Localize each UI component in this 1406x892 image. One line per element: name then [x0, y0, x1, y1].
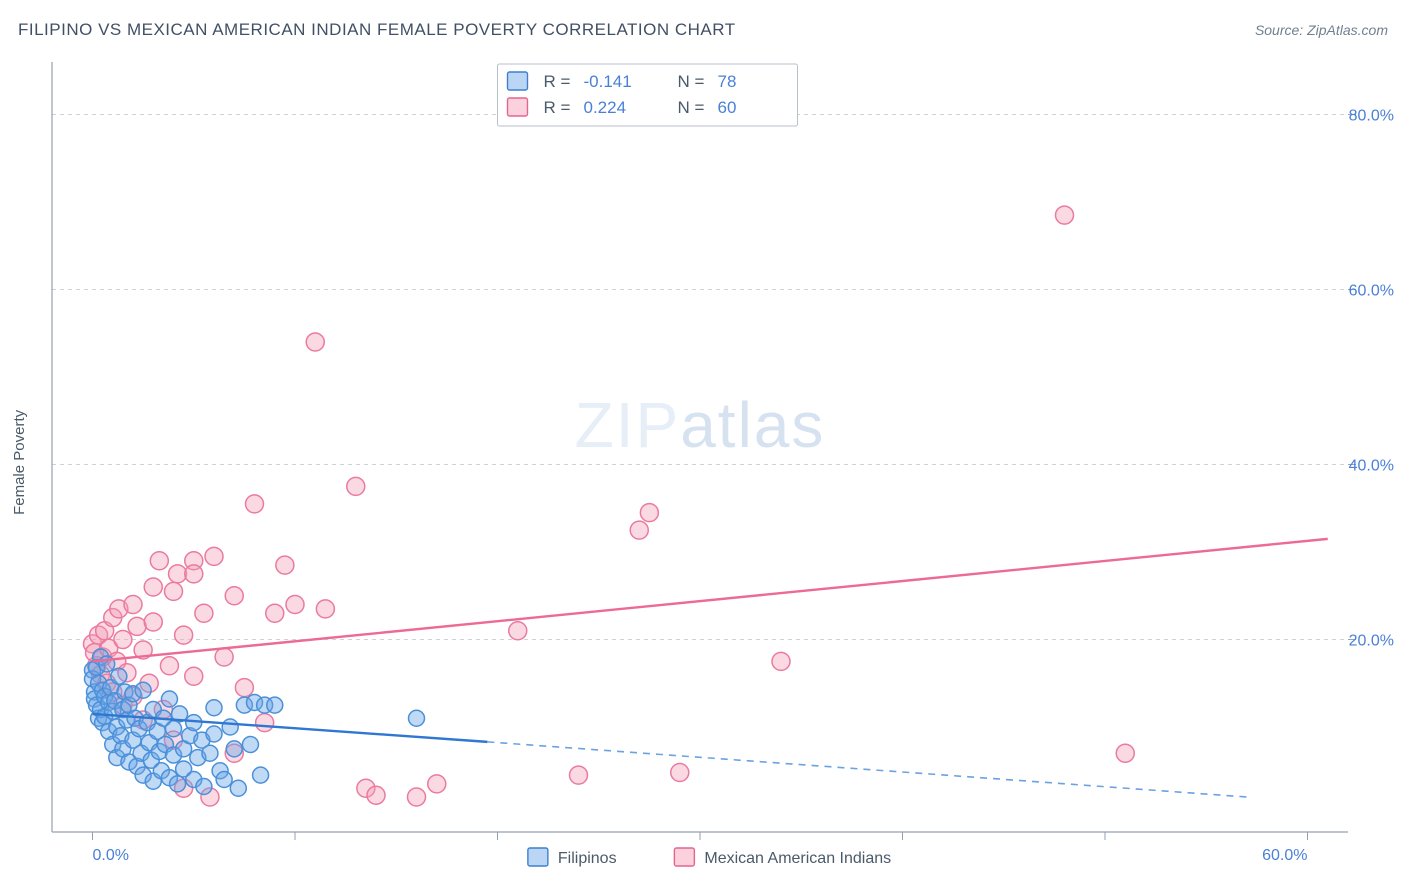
y-tick-label: 80.0% — [1349, 108, 1394, 125]
scatter-point — [169, 565, 187, 583]
scatter-point — [1056, 206, 1074, 224]
scatter-point — [408, 788, 426, 806]
scatter-point — [202, 745, 218, 761]
source-attribution: Source: ZipAtlas.com — [1255, 22, 1388, 38]
legend-r-value: -0.141 — [584, 72, 632, 91]
scatter-point — [128, 617, 146, 635]
legend-r-value: 0.224 — [584, 98, 627, 117]
scatter-point — [235, 679, 253, 697]
scatter-point — [230, 780, 246, 796]
scatter-point — [630, 521, 648, 539]
y-tick-label: 20.0% — [1349, 633, 1394, 650]
scatter-point — [347, 477, 365, 495]
watermark: ZIPatlas — [575, 389, 826, 461]
scatter-point — [266, 604, 284, 622]
source-prefix: Source: — [1255, 22, 1307, 38]
scatter-point — [1116, 744, 1134, 762]
legend-n-value: 60 — [718, 98, 737, 117]
scatter-point — [111, 668, 127, 684]
scatter-point — [195, 604, 213, 622]
scatter-point — [222, 719, 238, 735]
series-label: Mexican American Indians — [704, 850, 891, 867]
scatter-point — [215, 648, 233, 666]
y-axis-label: Female Poverty — [11, 409, 28, 515]
scatter-point — [316, 600, 334, 618]
legend-r-label: R = — [544, 98, 571, 117]
scatter-chart: ZIPatlas 0.0% 60.0% 20.0% 40.0% 60.0% 80.0% Fem… — [0, 54, 1406, 892]
scatter-point — [367, 786, 385, 804]
scatter-point — [570, 766, 588, 784]
scatter-point — [276, 556, 294, 574]
scatter-point — [196, 779, 212, 795]
scatter-point — [226, 741, 242, 757]
scatter-point — [206, 726, 222, 742]
scatter-point — [267, 697, 283, 713]
legend-r-label: R = — [544, 72, 571, 91]
source-name: ZipAtlas.com — [1307, 22, 1388, 38]
scatter-point — [409, 710, 425, 726]
scatter-point — [640, 504, 658, 522]
scatter-point — [206, 700, 222, 716]
scatter-point — [185, 667, 203, 685]
scatter-point — [509, 622, 527, 640]
scatter-point — [170, 776, 186, 792]
legend-n-label: N = — [678, 72, 705, 91]
scatter-point — [150, 552, 168, 570]
series-label: Filipinos — [558, 850, 617, 867]
scatter-point — [253, 767, 269, 783]
legend-swatch — [508, 72, 528, 90]
scatter-point — [166, 721, 182, 737]
scatter-point — [306, 333, 324, 351]
scatter-point — [175, 626, 193, 644]
scatter-point — [216, 772, 232, 788]
scatter-point — [135, 682, 151, 698]
y-tick-label: 60.0% — [1349, 283, 1394, 300]
series-swatch — [528, 848, 548, 866]
scatter-point — [144, 613, 162, 631]
x-tick-label: 0.0% — [93, 847, 129, 864]
scatter-point — [772, 652, 790, 670]
scatter-point — [205, 547, 223, 565]
scatter-point — [165, 582, 183, 600]
legend-swatch — [508, 98, 528, 116]
scatter-point — [428, 775, 446, 793]
scatter-point — [161, 691, 177, 707]
scatter-point — [160, 657, 178, 675]
scatter-point — [246, 495, 264, 513]
y-tick-label: 40.0% — [1349, 458, 1394, 475]
scatter-point — [144, 578, 162, 596]
legend-n-value: 78 — [718, 72, 737, 91]
scatter-point — [124, 596, 142, 614]
chart-title: FILIPINO VS MEXICAN AMERICAN INDIAN FEMA… — [18, 20, 736, 40]
scatter-point — [185, 565, 203, 583]
chart-container: ZIPatlas 0.0% 60.0% 20.0% 40.0% 60.0% 80.0% Fem… — [0, 54, 1406, 892]
legend-n-label: N = — [678, 98, 705, 117]
correlation-legend — [498, 64, 798, 126]
x-tick-label: 60.0% — [1262, 847, 1307, 864]
scatter-point — [242, 737, 258, 753]
scatter-point — [225, 587, 243, 605]
scatter-point — [114, 631, 132, 649]
scatter-point — [671, 764, 689, 782]
series-swatch — [674, 848, 694, 866]
scatter-point — [286, 596, 304, 614]
scatter-point — [256, 714, 274, 732]
trendline-pink — [93, 539, 1328, 662]
